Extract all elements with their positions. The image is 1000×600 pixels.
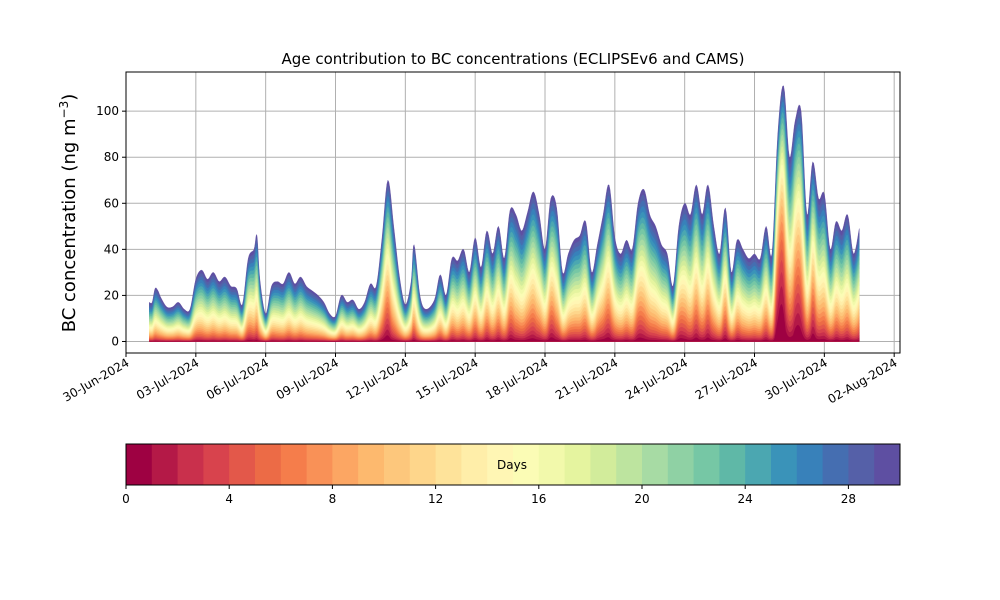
colorbar-tick-label: 24 bbox=[738, 492, 753, 506]
colorbar-swatch bbox=[667, 444, 695, 485]
colorbar-tick-label: 20 bbox=[634, 492, 649, 506]
colorbar: 0 4 8 12 16 20 24 28 bbox=[122, 443, 901, 506]
x-tick-label: 12-Jul-2024 bbox=[344, 355, 411, 402]
colorbar-swatch bbox=[126, 444, 153, 485]
y-tick-label: 100 bbox=[96, 104, 119, 118]
colorbar-swatch bbox=[848, 444, 875, 485]
colorbar-swatch bbox=[874, 444, 901, 485]
colorbar-swatch bbox=[255, 444, 282, 485]
x-tick-label: 30-Jun-2024 bbox=[61, 355, 132, 404]
colorbar-swatch bbox=[745, 444, 772, 485]
x-tick-label: 06-Jul-2024 bbox=[204, 355, 271, 402]
colorbar-swatch bbox=[358, 444, 385, 485]
x-tick-label: 30-Jul-2024 bbox=[763, 355, 830, 402]
colorbar-swatch bbox=[229, 444, 256, 485]
x-axis: 30-Jun-2024 03-Jul-2024 06-Jul-2024 09-Jul-… bbox=[61, 353, 900, 406]
colorbar-swatch bbox=[538, 444, 566, 485]
colorbar-tick-label: 16 bbox=[531, 492, 546, 506]
colorbar-swatch bbox=[693, 444, 720, 485]
colorbar-swatch bbox=[151, 444, 179, 485]
colorbar-swatch bbox=[564, 444, 591, 485]
y-tick-label: 60 bbox=[104, 196, 119, 210]
colorbar-tick-label: 0 bbox=[122, 492, 130, 506]
colorbar-tick-label: 12 bbox=[428, 492, 443, 506]
y-axis-label-close: ) bbox=[59, 94, 80, 101]
colorbar-swatch bbox=[796, 444, 824, 485]
y-axis-label: BC concentration (ng m−3) bbox=[57, 94, 80, 333]
plot-frame bbox=[125, 71, 901, 354]
colorbar-swatch bbox=[332, 444, 359, 485]
chart-title: Age contribution to BC concentrations (E… bbox=[282, 50, 745, 68]
x-tick-label: 15-Jul-2024 bbox=[413, 355, 480, 402]
colorbar-swatch bbox=[306, 444, 333, 485]
colorbar-frame bbox=[125, 443, 901, 486]
x-tick-label: 03-Jul-2024 bbox=[134, 355, 201, 402]
colorbar-swatch bbox=[409, 444, 437, 485]
colorbar-swatch bbox=[771, 444, 798, 485]
colorbar-swatch bbox=[616, 444, 643, 485]
x-tick-label: 27-Jul-2024 bbox=[693, 355, 760, 402]
y-axis-label-sup: −3 bbox=[57, 101, 71, 119]
age-layer-0 bbox=[149, 303, 860, 342]
x-tick-label: 09-Jul-2024 bbox=[274, 355, 341, 402]
x-tick-label: 02-Aug-2024 bbox=[825, 355, 899, 406]
x-tick-label: 18-Jul-2024 bbox=[483, 355, 550, 402]
colorbar-swatch bbox=[642, 444, 669, 485]
y-tick-label: 20 bbox=[104, 288, 119, 302]
x-tick-label: 21-Jul-2024 bbox=[553, 355, 620, 402]
colorbar-swatch bbox=[822, 444, 849, 485]
colorbar-swatch bbox=[435, 444, 462, 485]
colorbar-swatch bbox=[719, 444, 746, 485]
y-axis-label-main: BC concentration (ng m bbox=[59, 118, 80, 332]
colorbar-tick-label: 28 bbox=[841, 492, 856, 506]
y-tick-label: 80 bbox=[104, 150, 119, 164]
x-tick-label: 24-Jul-2024 bbox=[623, 355, 690, 402]
colorbar-swatch bbox=[280, 444, 308, 485]
colorbar-label: Days bbox=[497, 458, 527, 472]
colorbar-swatch bbox=[384, 444, 411, 485]
y-axis: 0 20 40 60 80 100 bbox=[96, 104, 126, 348]
colorbar-swatch bbox=[177, 444, 204, 485]
colorbar-tick-label: 4 bbox=[225, 492, 233, 506]
colorbar-swatch bbox=[513, 444, 540, 485]
y-tick-label: 40 bbox=[104, 242, 119, 256]
colorbar-tick-label: 8 bbox=[329, 492, 337, 506]
y-tick-label: 0 bbox=[111, 334, 119, 348]
colorbar-swatch bbox=[461, 444, 488, 485]
colorbar-swatch bbox=[487, 444, 514, 485]
colorbar-swatch bbox=[203, 444, 230, 485]
colorbar-swatch bbox=[590, 444, 617, 485]
area-layers bbox=[149, 85, 860, 342]
